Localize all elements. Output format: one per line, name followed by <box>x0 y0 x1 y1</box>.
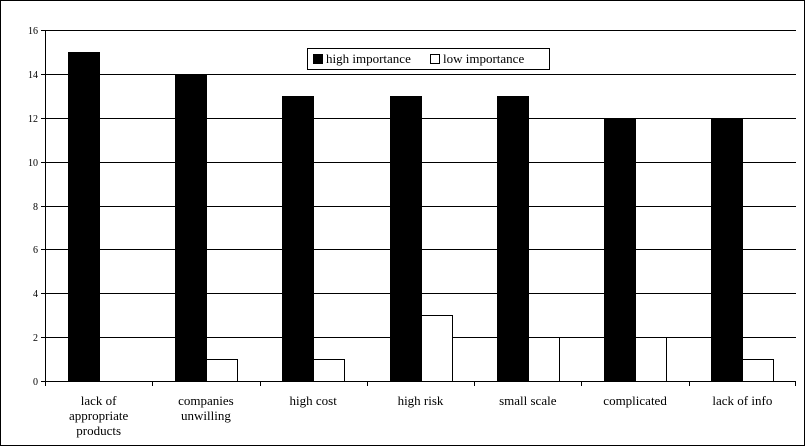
bar-high-5 <box>604 118 636 382</box>
legend-box <box>307 48 550 70</box>
x-category-label: lack of appropriate products <box>69 393 128 438</box>
bar-high-2 <box>282 96 314 382</box>
bar-high-1 <box>175 74 207 382</box>
bar-low-5 <box>635 337 667 382</box>
bar-high-0 <box>68 52 100 382</box>
legend-label-high: high importance <box>326 51 411 66</box>
axes <box>41 30 796 386</box>
bars <box>68 52 774 382</box>
y-tick-label: 0 <box>33 377 38 388</box>
x-category-label: small scale <box>499 393 557 408</box>
y-tick-label: 12 <box>28 114 38 125</box>
y-tick-label: 14 <box>28 70 38 81</box>
y-tick-label: 16 <box>28 26 38 37</box>
bar-low-3 <box>421 315 453 382</box>
bar-high-6 <box>711 118 743 382</box>
y-tick-label: 2 <box>33 333 38 344</box>
y-tick-label: 6 <box>33 245 38 256</box>
x-category-label: companies unwilling <box>178 393 234 423</box>
x-category-label: high cost <box>290 393 338 408</box>
x-category-label: complicated <box>603 393 667 408</box>
bar-high-4 <box>497 96 529 382</box>
bar-low-2 <box>313 359 345 382</box>
y-tick-label: 8 <box>33 202 38 213</box>
y-tick-label: 10 <box>28 158 38 169</box>
x-category-label: high risk <box>398 393 444 408</box>
bar-low-4 <box>528 337 560 382</box>
bar-high-3 <box>390 96 422 382</box>
bar-low-1 <box>206 359 238 382</box>
y-tick-label: 4 <box>33 289 38 300</box>
legend-swatch-high <box>313 54 323 64</box>
legend: high importance low importance <box>307 48 550 70</box>
y-tick-labels: 0 2 4 6 8 10 12 14 16 <box>28 26 38 388</box>
bar-low-6 <box>742 359 774 382</box>
legend-swatch-low <box>430 54 440 64</box>
legend-label-low: low importance <box>443 51 524 66</box>
x-category-labels: lack of appropriate products companies unwil… <box>69 393 772 438</box>
x-category-label: lack of info <box>712 393 772 408</box>
